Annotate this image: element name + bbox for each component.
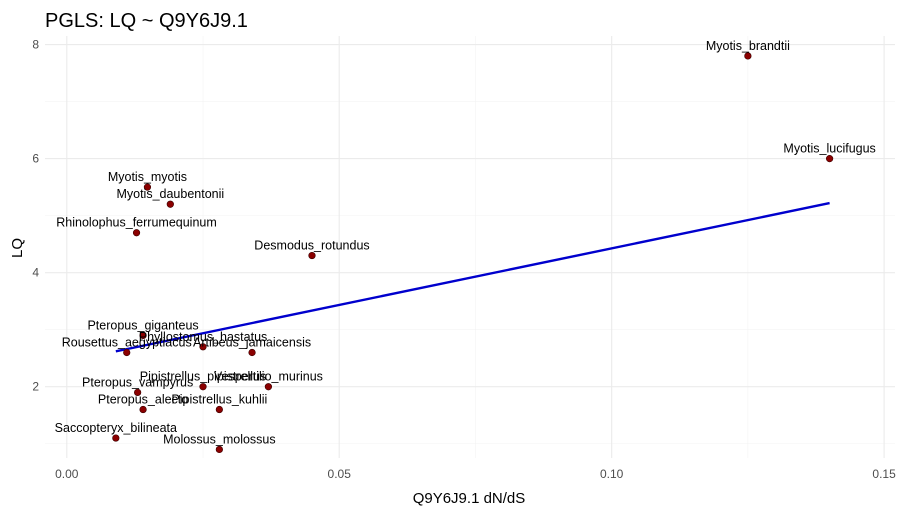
points-group	[112, 52, 834, 454]
x-tick-label: 0.15	[872, 467, 896, 481]
data-point	[199, 343, 207, 351]
x-tick-label: 0.05	[328, 467, 352, 481]
y-tick-label: 8	[32, 38, 39, 52]
data-point	[112, 434, 120, 442]
point-label: Artibeus_jamaicensis	[193, 336, 311, 350]
y-tick-label: 2	[32, 380, 39, 394]
data-point	[199, 383, 207, 391]
point-label: Rousettus_aegyptiacus	[62, 336, 192, 350]
y-tick-label: 6	[32, 152, 39, 166]
data-point	[132, 229, 141, 237]
data-point	[139, 405, 147, 414]
regression-line	[115, 201, 830, 353]
point-label: Myotis_lucifugus	[783, 142, 875, 156]
data-point	[215, 405, 223, 414]
regression-line-group	[115, 201, 830, 353]
point-label: Molossus_molossus	[163, 432, 276, 446]
point-label: Pipistrellus_kuhlii	[171, 393, 267, 407]
data-point	[826, 155, 834, 163]
data-point	[744, 52, 752, 60]
data-point	[134, 388, 142, 397]
point-label: Desmodus_rotundus	[254, 239, 369, 253]
point-label: Pipistrellus_pipistrellus	[140, 370, 266, 384]
x-axis-title: Q9Y6J9.1 dN/dS	[413, 490, 526, 507]
point-label: Rhinolophus_ferrumequinum	[56, 216, 217, 230]
x-axis-ticks: 0.00 0.05 0.10 0.15	[55, 467, 896, 481]
data-point	[264, 383, 272, 391]
point-label: Vespertilio_murinus	[214, 370, 323, 384]
point-label: Pteropus_alecto	[98, 393, 188, 407]
data-point	[143, 183, 152, 191]
point-label: Saccopteryx_bilineata	[55, 421, 177, 435]
point-label: Phyllostomus_hastatus	[139, 330, 268, 344]
point-label: Myotis_daubentonii	[116, 187, 224, 201]
point-label: Pteropus_vampyrus	[82, 375, 193, 389]
data-point	[139, 331, 147, 339]
y-tick-label: 4	[32, 266, 39, 280]
chart-title: PGLS: LQ ~ Q9Y6J9.1	[45, 10, 248, 32]
point-label: Pteropus_giganteus	[87, 318, 198, 332]
y-axis-title: LQ	[9, 238, 26, 258]
point-label: Myotis_brandtii	[706, 39, 790, 53]
x-tick-label: 0.00	[55, 467, 79, 481]
y-axis-ticks: 2 4 6 8	[32, 38, 39, 394]
data-point	[123, 348, 131, 357]
point-labels-group: Myotis_brandtii Myotis_lucifugus Myotis_my…	[55, 39, 876, 446]
point-label: Myotis_myotis	[108, 170, 187, 184]
data-point	[308, 251, 316, 260]
x-tick-label: 0.10	[600, 467, 624, 481]
grid	[45, 36, 895, 458]
data-point	[248, 348, 256, 357]
data-point	[215, 445, 223, 454]
data-point	[166, 200, 174, 208]
